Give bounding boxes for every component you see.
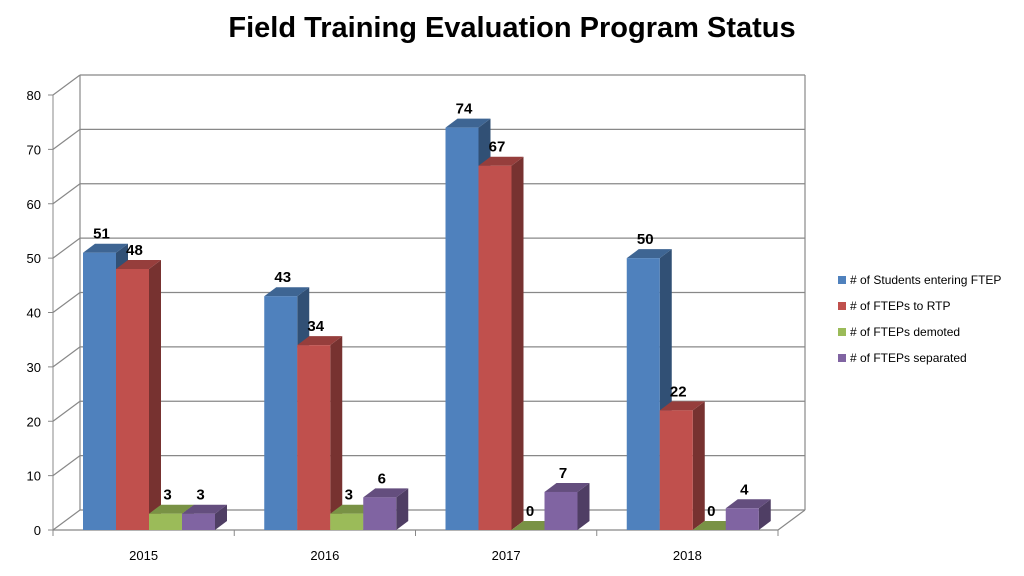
bar [445, 127, 479, 530]
data-label: 51 [93, 226, 110, 243]
bar [544, 491, 578, 530]
bar-top [725, 499, 771, 509]
data-label: 50 [637, 231, 654, 248]
y-tick-label: 10 [27, 469, 41, 484]
legend-item: # of Students entering FTEP [838, 267, 1001, 293]
data-label: 0 [707, 503, 715, 520]
bar-side [215, 504, 227, 530]
legend-item: # of FTEPs demoted [838, 319, 1001, 345]
bar-side [396, 488, 409, 530]
bar-side [577, 482, 590, 530]
gridline-depth [52, 509, 81, 531]
gridline-depth [52, 183, 81, 205]
bar [182, 513, 215, 530]
bar [626, 258, 660, 530]
data-label: 3 [196, 487, 204, 504]
gridline-depth [52, 292, 81, 313]
legend-label: # of FTEPs separated [850, 351, 967, 365]
bar-top [626, 249, 672, 259]
y-tick-label: 0 [34, 523, 41, 538]
bar [363, 497, 397, 530]
bar-top [659, 401, 705, 411]
data-label: 67 [489, 139, 506, 156]
gridline-depth [52, 400, 81, 422]
data-label: 0 [526, 503, 534, 520]
bar-layer [83, 118, 771, 530]
y-tick-label: 80 [27, 88, 41, 103]
bar [659, 410, 693, 530]
x-tick-label: 2016 [310, 548, 339, 563]
data-label: 48 [126, 242, 143, 259]
legend-label: # of Students entering FTEP [850, 273, 1002, 287]
data-label: 4 [740, 481, 749, 498]
legend-swatch [838, 354, 846, 362]
y-tick-label: 70 [27, 142, 41, 157]
legend-swatch [838, 276, 846, 284]
data-label: 22 [670, 383, 687, 400]
y-tick-label: 60 [27, 197, 41, 212]
x-tick-label: 2017 [492, 548, 521, 563]
gridline-depth [52, 74, 81, 96]
chart-title: Field Training Evaluation Program Status [228, 12, 796, 44]
data-label: 34 [307, 318, 324, 335]
data-label: 3 [345, 487, 353, 504]
bar-top [182, 504, 227, 514]
data-label: 6 [378, 470, 386, 487]
bar-side [149, 260, 161, 530]
bar-top [83, 243, 128, 253]
bar [330, 513, 364, 530]
x-tick-label: 2015 [129, 548, 158, 563]
bar-top [264, 287, 310, 297]
legend-label: # of FTEPs demoted [850, 325, 961, 339]
bar [725, 508, 759, 530]
bar-side [758, 499, 771, 530]
bar-side [511, 156, 524, 530]
legend-item: # of FTEPs to RTP [838, 293, 1001, 319]
y-tick-label: 30 [27, 360, 41, 375]
bar-top [445, 118, 491, 128]
bar [116, 269, 149, 530]
legend: # of Students entering FTEP # of FTEPs to… [838, 267, 1001, 371]
data-label: 7 [559, 465, 567, 482]
legend-item: # of FTEPs separated [838, 345, 1001, 371]
bar-top [297, 336, 343, 346]
x-tick-label: 2018 [673, 548, 702, 563]
data-label: 3 [163, 487, 171, 504]
legend-swatch [838, 328, 846, 336]
bar-top [544, 482, 590, 492]
bar-top [478, 156, 524, 166]
data-label: 43 [274, 269, 291, 286]
bar-top [116, 260, 161, 269]
legend-label: # of FTEPs to RTP [850, 299, 951, 313]
gridline-depth [52, 128, 81, 150]
legend-swatch [838, 302, 846, 310]
gridline-depth [52, 455, 81, 477]
bar-side [692, 401, 705, 530]
data-label: 74 [456, 101, 473, 118]
bar-top [149, 504, 194, 514]
gridline-depth [52, 237, 81, 259]
y-tick-label: 40 [27, 306, 41, 321]
bar [478, 165, 512, 530]
bar [264, 296, 298, 530]
grid-layer [52, 74, 806, 531]
bar [297, 345, 331, 530]
bar [83, 252, 116, 530]
y-tick-label: 20 [27, 414, 41, 429]
bar-side [330, 336, 343, 530]
gridline-depth [52, 346, 81, 368]
bar [149, 513, 182, 530]
y-tick-label: 50 [27, 251, 41, 266]
bar-top [363, 488, 409, 498]
